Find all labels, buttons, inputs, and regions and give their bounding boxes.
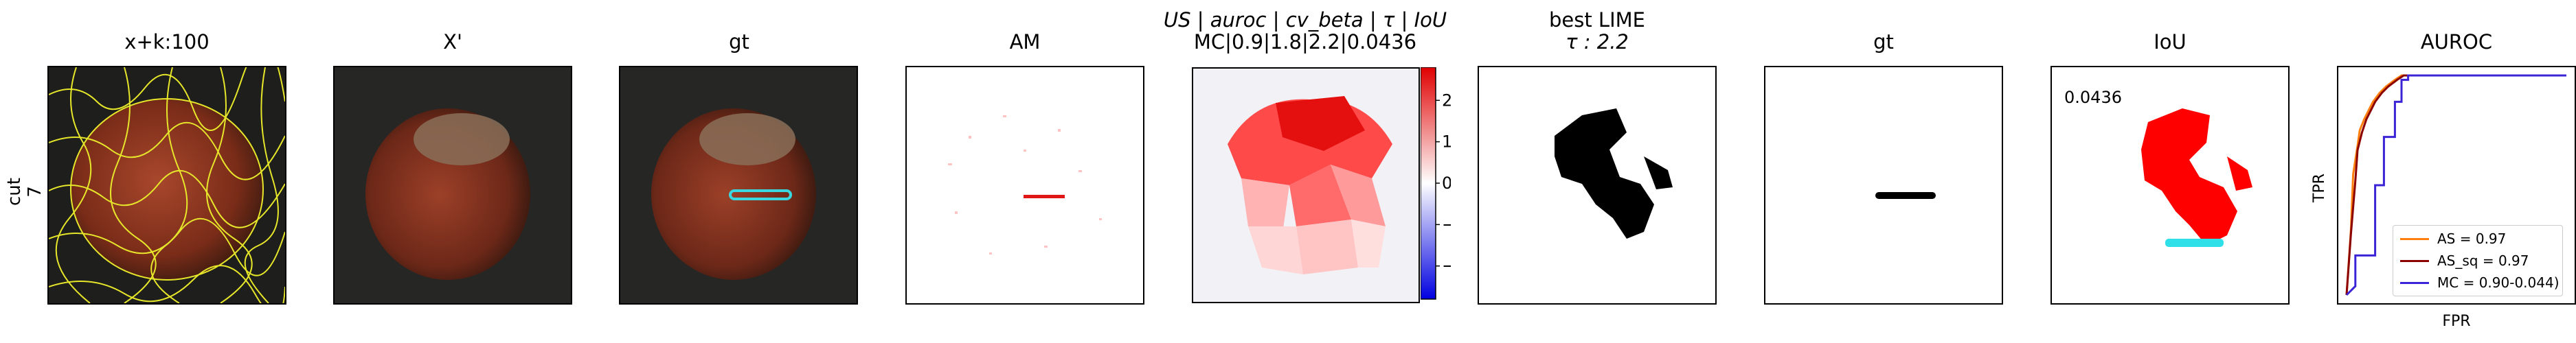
gt-defect-outline xyxy=(729,189,792,200)
title-panel-9: AUROC xyxy=(2420,30,2493,54)
colorbar-tick-label: −2 xyxy=(1442,257,1451,276)
gt-mask-panel xyxy=(1764,66,2003,305)
auroc-legend: AS = 0.97 AS_sq = 0.97 MC = 0.90-0.044) xyxy=(2393,225,2563,296)
colorbar-ticks: 2 1 0 −1 −2 xyxy=(1436,91,1451,276)
superpixel-image xyxy=(49,67,285,303)
colorbar-tick-label: 1 xyxy=(1442,132,1451,152)
colorbar-tick-label: 2 xyxy=(1442,91,1451,110)
anomaly-map xyxy=(948,115,1102,255)
auroc-xlabel: FPR xyxy=(2442,313,2471,330)
legend-entry: MC = 0.90-0.044) xyxy=(2400,274,2560,292)
hazelnut-cap xyxy=(699,113,795,165)
lime-score-map xyxy=(1193,69,1419,302)
legend-label: AS_sq = 0.97 xyxy=(2437,252,2529,269)
anomaly-speckles xyxy=(948,115,1102,255)
title-panel-4: AM xyxy=(1009,30,1041,54)
legend-swatch xyxy=(2400,281,2429,284)
roc-series-1 xyxy=(2345,74,2566,296)
title-panel-8: IoU xyxy=(2154,30,2187,54)
row-label-line2: 7 xyxy=(25,186,45,198)
row-label: cut 7 xyxy=(4,178,45,206)
colorbar: 2 1 0 −1 −2 xyxy=(1421,67,1451,300)
title-panel-5-line1: US | auroc | cv_beta | τ | IoU xyxy=(1163,8,1447,32)
gt-overlay-panel xyxy=(619,66,858,305)
row-label-line1: cut xyxy=(4,178,25,206)
hazelnut-shape xyxy=(71,99,263,280)
iou-overlay: 0.0436 xyxy=(2064,88,2252,247)
title-panel-3: gt xyxy=(729,30,749,54)
legend-label: MC = 0.90-0.044) xyxy=(2437,274,2560,291)
roc-series-0 xyxy=(2345,74,2566,296)
legend-label: AS = 0.97 xyxy=(2437,230,2507,247)
iou-value-label: 0.0436 xyxy=(2064,88,2122,107)
anomaly-hotspot xyxy=(1024,195,1065,198)
title-panel-7: gt xyxy=(1873,30,1894,54)
input-image-panel xyxy=(333,66,572,305)
gt-overlay-image xyxy=(651,108,816,280)
superpixel-panel xyxy=(47,66,286,305)
gt-mask xyxy=(1875,192,1936,199)
legend-swatch xyxy=(2400,259,2429,262)
iou-panel: 0.0436 xyxy=(2050,66,2290,305)
title-panel-6-line2: τ : 2.2 xyxy=(1566,30,1629,54)
lime-superpixels xyxy=(1228,96,1392,274)
best-lime-panel xyxy=(1478,66,1717,305)
colorbar-tick-label: −1 xyxy=(1442,215,1451,234)
lime-scores-panel xyxy=(1192,67,1420,303)
legend-entry: AS = 0.97 xyxy=(2400,230,2506,248)
title-panel-6-line1: best LIME xyxy=(1548,8,1645,32)
roc-series-2 xyxy=(2345,74,2566,296)
colorbar-tick-label: 0 xyxy=(1442,174,1451,193)
hazelnut-cap xyxy=(414,113,510,165)
auroc-plot xyxy=(2345,74,2566,296)
legend-entry: AS_sq = 0.97 xyxy=(2400,252,2529,270)
anomaly-map-panel xyxy=(905,66,1144,305)
auroc-ylabel: TPR xyxy=(2311,174,2328,202)
legend-swatch xyxy=(2400,237,2429,240)
title-panel-2: X' xyxy=(443,30,462,54)
best-lime-mask xyxy=(1555,108,1673,239)
hazelnut-image xyxy=(365,108,530,280)
superpixel-boundaries xyxy=(49,67,285,303)
title-panel-5-line2: MC|0.9|1.8|2.2|0.0436 xyxy=(1193,30,1417,54)
title-panel-1: x+k:100 xyxy=(124,30,210,54)
